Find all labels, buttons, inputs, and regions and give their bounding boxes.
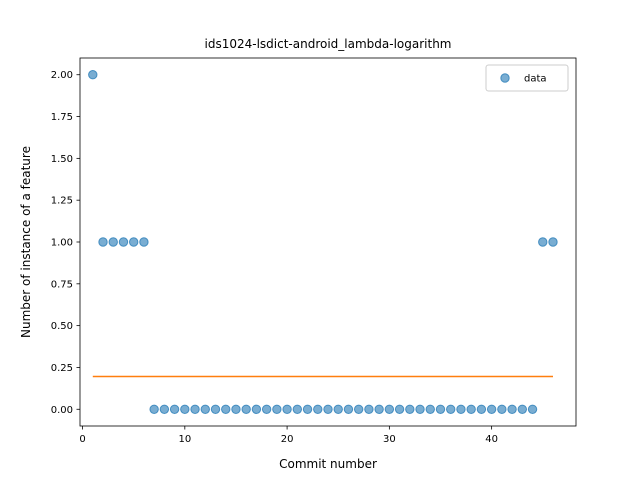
x-tick-label: 30 <box>383 434 396 445</box>
y-axis-label: Number of instance of a feature <box>19 146 33 338</box>
data-point <box>497 404 507 414</box>
data-point <box>527 404 538 414</box>
y-tick-label: 0.75 <box>51 279 73 290</box>
data-point <box>272 404 282 414</box>
y-tick-label: 1.00 <box>51 238 73 249</box>
x-tick-label: 0 <box>79 434 85 445</box>
data-point <box>88 70 98 80</box>
data-point <box>118 237 129 247</box>
y-tick-label: 1.75 <box>51 112 73 123</box>
data-point <box>210 404 221 414</box>
x-tick-label: 20 <box>281 434 294 445</box>
y-tick-label: 2.00 <box>51 70 73 81</box>
data-point <box>292 404 303 414</box>
data-point <box>108 237 118 247</box>
data-point <box>323 404 333 414</box>
y-tick-label: 1.50 <box>51 154 73 165</box>
data-point <box>548 237 558 247</box>
y-axis: 0.00 0.25 0.50 0.75 1.00 1.25 1.50 1.75 2.00 <box>51 70 80 416</box>
y-tick-label: 1.25 <box>51 196 73 207</box>
chart-title: ids1024-lsdict-android_lambda-logarithm <box>205 37 452 51</box>
data-point <box>128 237 139 247</box>
data-point <box>486 404 497 414</box>
y-tick-label: 0.50 <box>51 321 73 332</box>
y-tick-label: 0.25 <box>51 363 73 374</box>
legend-label: data <box>524 74 547 85</box>
data-point <box>261 404 272 414</box>
data-point <box>394 404 405 414</box>
data-point <box>200 404 210 414</box>
x-tick-label: 40 <box>485 434 498 445</box>
data-point <box>149 404 159 414</box>
data-point <box>231 404 241 414</box>
plot-area <box>79 57 577 427</box>
data-point <box>507 404 517 414</box>
data-point <box>282 404 292 414</box>
x-axis: 0 10 20 30 40 <box>79 426 498 445</box>
legend: data <box>485 64 569 92</box>
data-point <box>180 404 190 414</box>
plot-background <box>80 58 576 426</box>
data-point <box>190 404 200 414</box>
data-point <box>425 404 435 414</box>
data-point <box>169 404 180 414</box>
data-point <box>241 404 251 414</box>
y-tick-label: 0.00 <box>51 405 73 416</box>
legend-marker <box>500 73 510 83</box>
data-point <box>159 404 170 414</box>
data-point <box>333 404 343 414</box>
data-point <box>456 404 466 414</box>
data-point <box>302 404 313 414</box>
data-point <box>446 404 456 414</box>
data-point <box>435 404 446 414</box>
data-point <box>343 404 354 414</box>
data-point <box>221 404 231 414</box>
x-axis-label: Commit number <box>279 457 377 471</box>
data-point <box>476 404 487 414</box>
data-point <box>466 404 476 414</box>
legend-box <box>485 64 569 92</box>
data-point <box>517 404 528 414</box>
x-tick-label: 10 <box>178 434 191 445</box>
data-point <box>139 237 149 247</box>
data-point <box>364 404 374 414</box>
data-point <box>374 404 384 414</box>
data-point <box>313 404 323 414</box>
data-point <box>353 404 364 414</box>
data-point <box>98 237 108 247</box>
data-point <box>384 404 395 414</box>
data-point <box>538 237 548 247</box>
data-point <box>415 404 425 414</box>
data-point <box>251 404 262 414</box>
data-point <box>405 404 415 414</box>
